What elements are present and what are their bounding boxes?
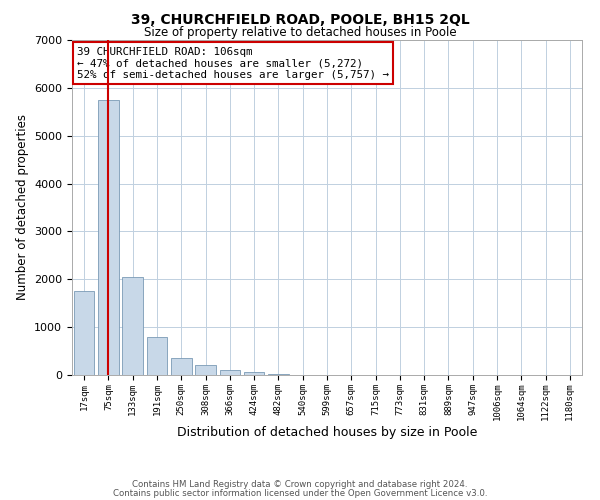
Text: Size of property relative to detached houses in Poole: Size of property relative to detached ho… [143, 26, 457, 39]
X-axis label: Distribution of detached houses by size in Poole: Distribution of detached houses by size … [177, 426, 477, 439]
Bar [220, 370, 240, 375]
Bar [268, 374, 289, 375]
Text: Contains HM Land Registry data © Crown copyright and database right 2024.: Contains HM Land Registry data © Crown c… [132, 480, 468, 489]
Bar [122, 277, 143, 375]
Text: Contains public sector information licensed under the Open Government Licence v3: Contains public sector information licen… [113, 488, 487, 498]
Y-axis label: Number of detached properties: Number of detached properties [16, 114, 29, 300]
Bar [98, 100, 119, 375]
Text: 39, CHURCHFIELD ROAD, POOLE, BH15 2QL: 39, CHURCHFIELD ROAD, POOLE, BH15 2QL [131, 12, 469, 26]
Bar [146, 336, 167, 375]
Text: 39 CHURCHFIELD ROAD: 106sqm
← 47% of detached houses are smaller (5,272)
52% of : 39 CHURCHFIELD ROAD: 106sqm ← 47% of det… [77, 46, 389, 80]
Bar [171, 358, 191, 375]
Bar [74, 291, 94, 375]
Bar [195, 365, 216, 375]
Bar [244, 372, 265, 375]
